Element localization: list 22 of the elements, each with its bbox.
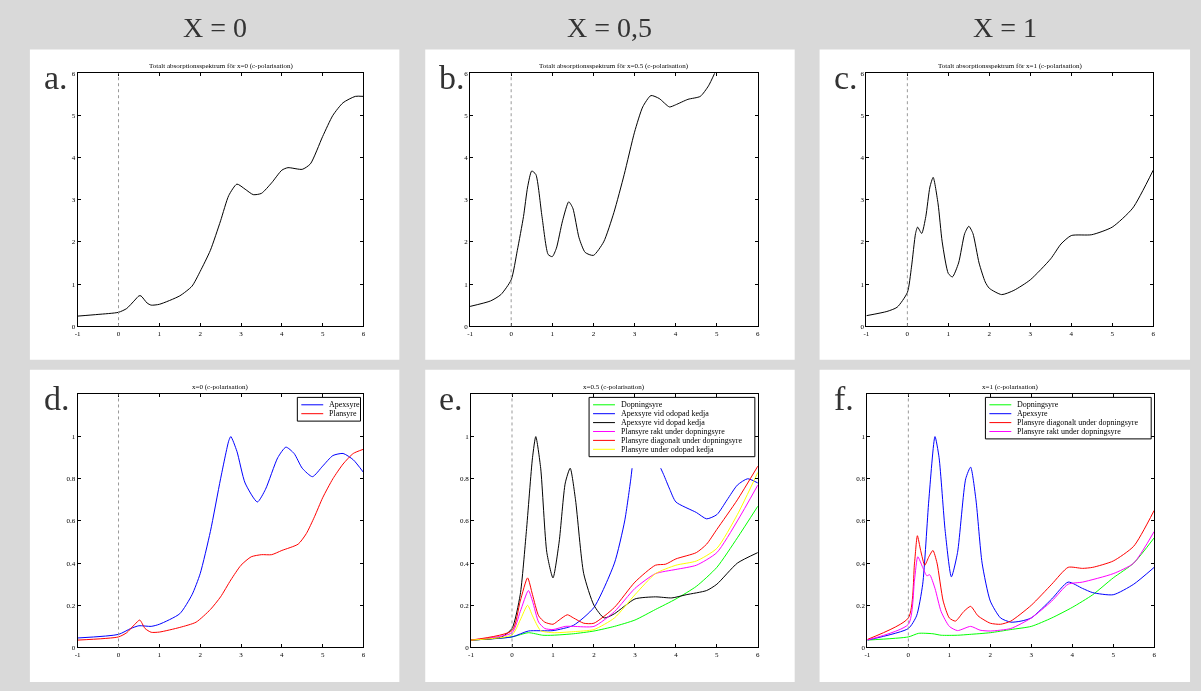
legend-label: Dopningsyre bbox=[621, 400, 663, 409]
legend-label: Plansyre bbox=[329, 409, 357, 418]
text: a. bbox=[44, 59, 68, 96]
legend-label: Plansyre rakt under dopningsyre bbox=[1017, 427, 1122, 436]
legend-label: Apexsyre bbox=[1017, 409, 1049, 418]
text: X = 0,5 bbox=[567, 12, 653, 43]
text: X = 1 bbox=[973, 12, 1038, 43]
legend-label: Apexsyre bbox=[329, 400, 361, 409]
text: f. bbox=[834, 380, 854, 417]
legend-label: Apexsyre vid odopad kedja bbox=[621, 409, 710, 418]
text: e. bbox=[439, 380, 463, 417]
legend-label: Plansyre diagonalt under dopningsyre bbox=[621, 436, 743, 445]
legend-label: Plansyre rakt under dopningsyre bbox=[621, 427, 726, 436]
text: d. bbox=[44, 380, 70, 417]
line-series bbox=[867, 509, 1155, 640]
text: b. bbox=[439, 59, 465, 96]
legend-label: Dopningsyre bbox=[1017, 400, 1059, 409]
text: c. bbox=[834, 59, 858, 96]
legend-label: Apexsyre vid dopad kedja bbox=[621, 418, 706, 427]
text: X = 0 bbox=[183, 12, 248, 43]
legend-label: Plansyre diagonalt under dopningsyre bbox=[1017, 418, 1139, 427]
legend-label: Plansyre under odopad kedja bbox=[621, 445, 715, 454]
